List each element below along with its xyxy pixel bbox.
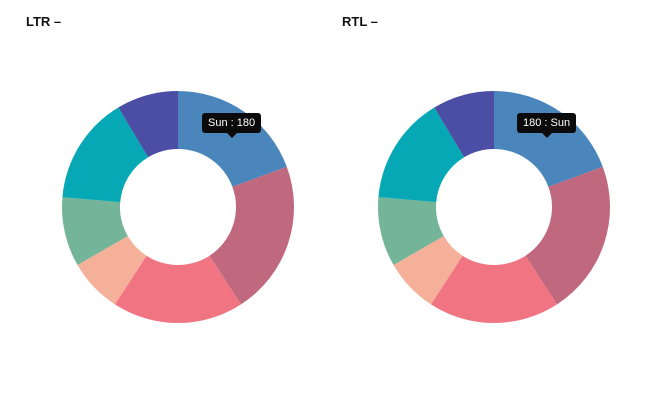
slice-thu[interactable]	[61, 197, 128, 265]
slice-sun[interactable]	[178, 91, 287, 187]
slice-tue[interactable]	[114, 255, 242, 323]
rtl-donut-chart	[378, 91, 610, 323]
slice-sat[interactable]	[434, 91, 494, 158]
slice-wed[interactable]	[77, 236, 147, 305]
slice-mon[interactable]	[209, 166, 294, 305]
slice-tue[interactable]	[430, 255, 558, 323]
ltr-tooltip: Sun : 180	[202, 113, 262, 138]
ltr-donut-chart	[61, 91, 294, 323]
slice-sun[interactable]	[494, 91, 603, 187]
ltr-heading: LTR –	[26, 14, 62, 29]
rtl-chart-panel: RTL – 180 : Sun	[316, 0, 632, 400]
slice-fri[interactable]	[378, 107, 465, 203]
slice-thu[interactable]	[378, 197, 444, 265]
rtl-heading: RTL –	[342, 14, 378, 29]
ltr-chart-panel: LTR – Sun : 180	[0, 0, 316, 400]
slice-sat[interactable]	[118, 91, 178, 158]
slice-fri[interactable]	[62, 107, 149, 203]
rtl-tooltip: 180 : Sun	[517, 113, 577, 138]
slice-wed[interactable]	[393, 236, 463, 305]
slice-mon[interactable]	[525, 166, 610, 305]
